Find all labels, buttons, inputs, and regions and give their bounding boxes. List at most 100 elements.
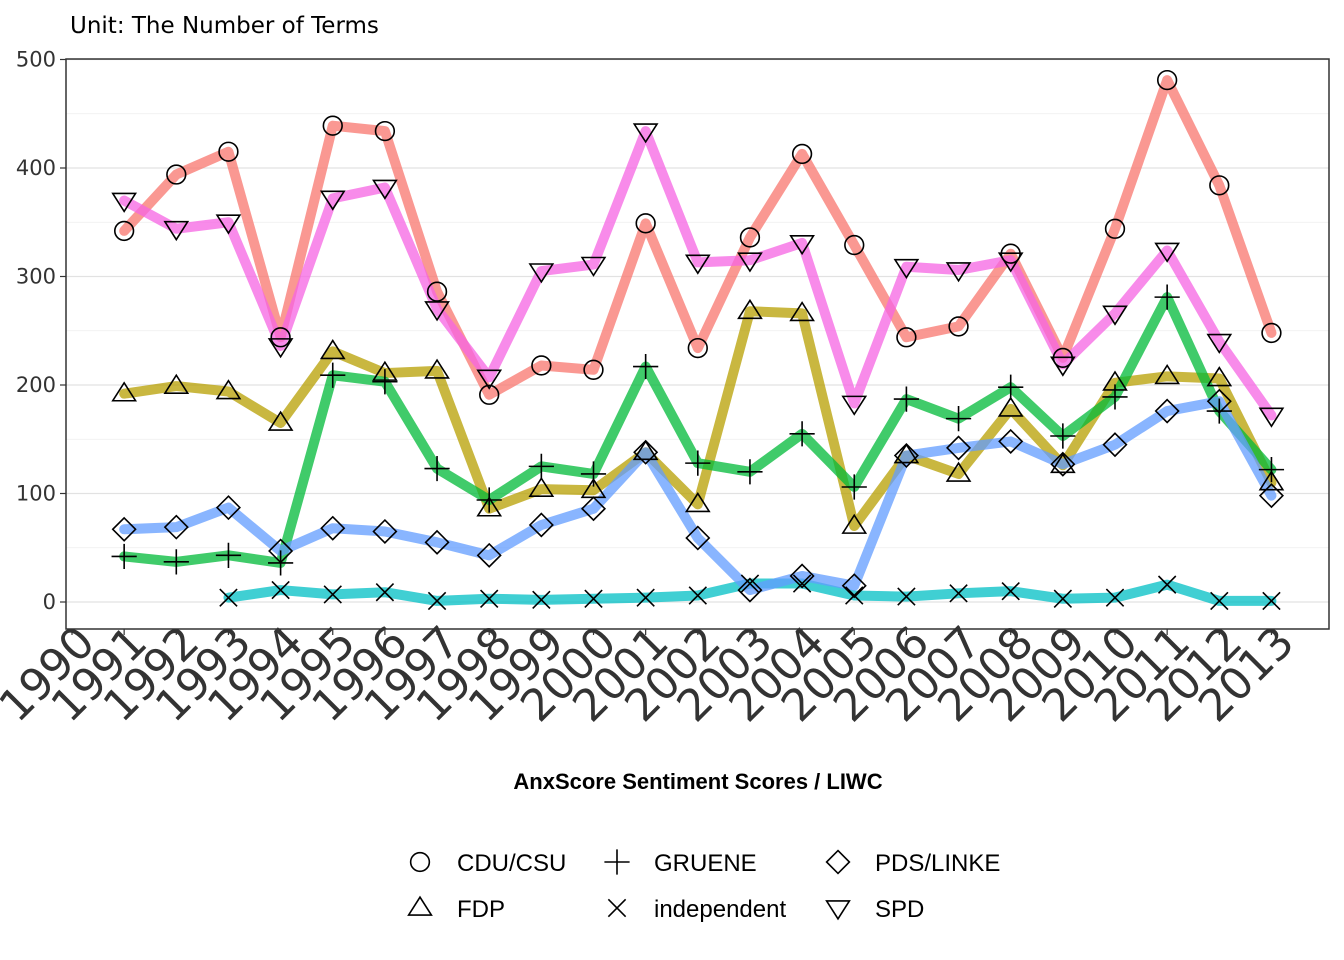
data-point-fdp [997,396,1024,417]
data-point-cdu-csu [896,327,917,348]
data-point-pds-linke [215,495,241,521]
data-point-spd [945,262,972,283]
data-point-fdp [111,381,138,402]
data-point-spd [372,179,398,200]
legend-item-fdp: FDP [407,895,505,923]
data-point-gruene [528,453,554,479]
data-point-cdu-csu [948,316,969,337]
legend-label: SPD [875,896,924,923]
data-point-fdp [424,358,450,379]
data-point-cdu-csu [479,384,500,405]
legend-key-independent [607,898,627,918]
y-tick-label: 500 [16,48,56,72]
data-point-pds-linke [998,428,1024,454]
data-point-gruene [1154,284,1180,310]
data-point-spd [424,301,450,322]
data-point-pds-linke [580,496,607,522]
data-point-pds-linke [268,538,294,564]
data-point-independent [740,574,760,593]
data-point-pds-linke [424,529,450,555]
data-point-spd [997,252,1024,273]
data-point-spd [215,214,242,235]
data-point-gruene [633,353,659,380]
data-point-independent [792,574,812,593]
data-point-fdp [1258,470,1285,491]
data-point-independent [1157,575,1177,594]
data-point-independent [584,589,603,608]
data-point-gruene [215,542,242,568]
data-point-gruene [1102,384,1128,410]
series-line-cdu-csu [119,75,1277,400]
legend-item-cdu-csu: CDU/CSU [409,850,566,877]
data-point-fdp [215,379,242,400]
data-point-fdp [632,439,659,461]
legend-key-cdu-csu [409,851,431,873]
data-point-fdp [945,461,972,482]
data-point-fdp [684,492,711,513]
data-point-cdu-csu [635,213,656,234]
data-point-independent [897,587,916,606]
data-point-cdu-csu [322,115,343,136]
data-point-pds-linke [789,563,815,589]
data-point-spd [737,252,763,273]
data-point-spd [1206,333,1233,354]
data-point-cdu-csu [1209,175,1230,196]
data-point-cdu-csu [270,327,291,348]
data-point-gruene [163,549,189,575]
data-point-spd [580,256,607,277]
legend-label: independent [654,896,786,923]
data-point-pds-linke [841,573,867,599]
data-point-fdp [267,410,294,431]
data-point-gruene [580,461,607,487]
legend-key-gruene [604,849,630,875]
data-point-cdu-csu [739,227,761,248]
data-point-spd [789,234,815,256]
data-point-gruene [893,386,919,412]
data-point-independent [427,591,447,611]
data-point-pds-linke [111,516,137,542]
data-point-spd [1102,305,1128,326]
data-point-spd [267,338,294,359]
legend-item-pds-linke: PDS/LINKE [825,849,1000,877]
data-point-pds-linke [320,515,346,541]
data-point-independent [219,588,238,607]
data-point-gruene [424,455,450,482]
data-point-cdu-csu [113,220,135,242]
data-point-independent [636,588,655,607]
data-point-independent [532,590,551,610]
data-point-cdu-csu [1104,218,1126,239]
data-point-gruene [1050,423,1076,449]
data-point-fdp [163,373,190,394]
data-point-pds-linke [946,435,972,461]
y-tick-label: 400 [16,156,56,180]
legend-item-gruene: GRUENE [604,849,757,877]
series-line-spd [119,126,1277,421]
data-point-gruene [320,362,346,388]
data-point-spd [1049,356,1076,377]
data-point-pds-linke [372,518,398,545]
data-point-independent [1001,581,1020,601]
data-point-independent [845,586,864,605]
data-point-fdp [789,301,815,322]
data-point-gruene [789,421,815,447]
series-line-pds-linke [119,396,1277,596]
data-point-pds-linke [1050,451,1076,477]
data-point-spd [528,263,555,284]
data-point-gruene [998,374,1024,400]
data-point-spd [319,190,346,211]
data-point-fdp [893,443,920,464]
data-point-spd [1154,242,1181,263]
data-point-cdu-csu [583,359,604,380]
data-point-cdu-csu [218,141,239,162]
legend-key-pds-linke [825,849,851,875]
data-point-cdu-csu [426,281,448,302]
data-point-fdp [319,339,346,360]
data-point-fdp [528,476,555,498]
data-point-fdp [1206,366,1233,387]
legend-label: PDS/LINKE [875,850,1000,877]
data-point-independent [1210,591,1229,611]
data-point-cdu-csu [1156,69,1178,91]
data-point-fdp [1154,364,1181,385]
data-point-spd [632,123,659,144]
data-point-gruene [945,406,972,432]
